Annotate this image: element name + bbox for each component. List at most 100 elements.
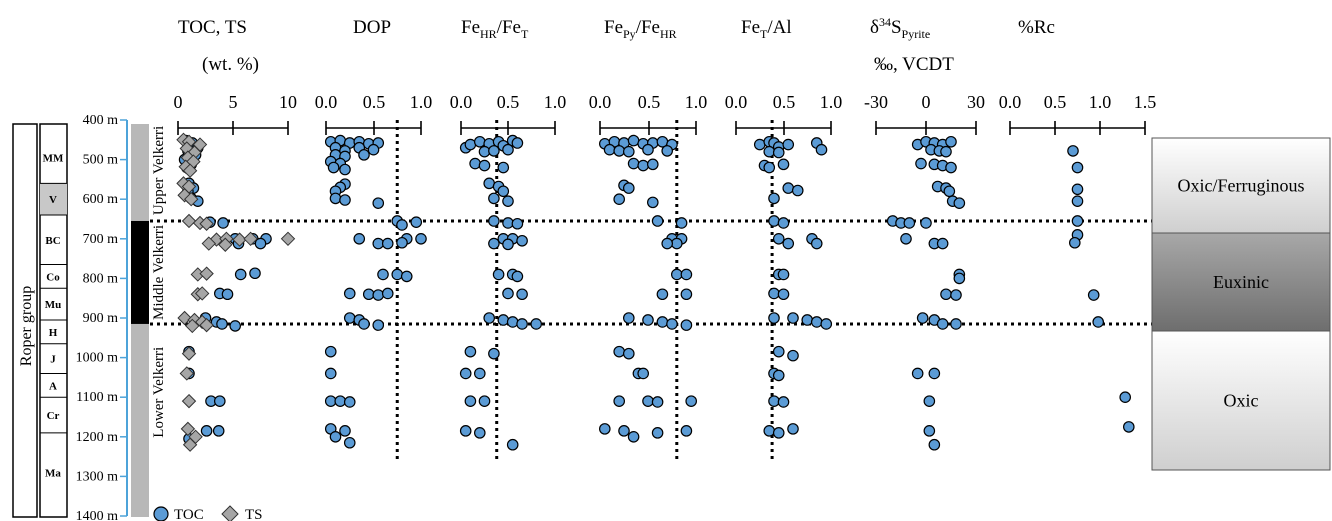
tick-label: 0.5 bbox=[1044, 92, 1067, 112]
data-point bbox=[787, 423, 799, 435]
data-point bbox=[675, 217, 688, 229]
ts-point bbox=[181, 213, 197, 229]
data-point bbox=[772, 369, 785, 382]
depth-axis: 400 m 500 m 600 m 700 m 800 m 900 m 1000 m 1100… bbox=[76, 113, 128, 521]
data-point bbox=[680, 288, 693, 301]
ts-point bbox=[181, 393, 197, 409]
depth-label: 400 m bbox=[83, 113, 119, 128]
column-title-6: %Rc bbox=[1018, 17, 1055, 38]
data-point bbox=[928, 367, 941, 380]
data-point bbox=[772, 427, 785, 439]
data-point bbox=[339, 163, 351, 176]
data-point bbox=[613, 395, 625, 407]
data-point bbox=[372, 237, 385, 250]
column-subtitle-0: (wt. %) bbox=[202, 54, 259, 75]
data-point bbox=[488, 237, 500, 250]
data-point bbox=[598, 423, 611, 435]
data-point bbox=[923, 395, 936, 407]
data-point bbox=[911, 367, 924, 380]
ts-point bbox=[185, 318, 200, 334]
column-title-4: FeT/Al bbox=[741, 17, 792, 41]
ts-point bbox=[179, 366, 195, 381]
data-point bbox=[343, 396, 356, 408]
data-point bbox=[768, 395, 780, 407]
tick-label: 1.0 bbox=[410, 92, 433, 112]
toc-point bbox=[214, 395, 226, 407]
group-box bbox=[12, 123, 38, 518]
data-point bbox=[666, 318, 678, 330]
legend-toc-marker bbox=[153, 506, 169, 521]
data-point bbox=[339, 425, 351, 437]
toc-point bbox=[216, 318, 228, 330]
legend: TOC TS bbox=[153, 505, 263, 521]
data-point bbox=[651, 215, 664, 227]
data-point bbox=[497, 185, 510, 198]
ts-point bbox=[177, 310, 192, 326]
tick-label: 0.5 bbox=[638, 92, 661, 112]
unit-label: Upper Velkerri bbox=[151, 126, 167, 215]
data-point bbox=[603, 143, 616, 156]
data-point bbox=[627, 430, 640, 443]
data-point bbox=[473, 427, 486, 439]
tick-label: 0.0 bbox=[315, 92, 338, 112]
unit-label: Lower Velkerri bbox=[151, 347, 167, 438]
data-point bbox=[1071, 161, 1084, 174]
data-point bbox=[613, 145, 625, 157]
data-point bbox=[502, 217, 514, 229]
data-point bbox=[627, 134, 640, 147]
formation-label: BC bbox=[45, 235, 60, 247]
depth-label: 600 m bbox=[83, 192, 119, 207]
data-point bbox=[810, 316, 823, 328]
toc-point bbox=[200, 425, 213, 437]
tick-label: 0.0 bbox=[999, 92, 1022, 112]
ts-point bbox=[201, 236, 217, 251]
data-point bbox=[1071, 215, 1084, 227]
data-point bbox=[768, 312, 780, 324]
data-point bbox=[1119, 391, 1131, 403]
data-point bbox=[928, 438, 941, 451]
tick-label: 5 bbox=[229, 92, 238, 112]
column-title-3: FePy/FeHR bbox=[604, 17, 677, 41]
tick-label: 1.0 bbox=[544, 92, 567, 112]
ts-point bbox=[199, 216, 214, 231]
data-point bbox=[642, 395, 654, 407]
data-point bbox=[459, 425, 472, 437]
data-point bbox=[772, 146, 785, 159]
formation-fill bbox=[40, 183, 67, 216]
data-point bbox=[506, 316, 519, 328]
data-point bbox=[516, 288, 528, 301]
data-point bbox=[763, 145, 776, 158]
data-point bbox=[488, 215, 500, 227]
data-point bbox=[642, 143, 654, 156]
data-point bbox=[343, 287, 356, 300]
data-point bbox=[410, 216, 423, 228]
legend-toc-label: TOC bbox=[174, 507, 204, 521]
legend-ts-label: TS bbox=[245, 507, 263, 521]
data-point bbox=[478, 145, 491, 158]
data-point bbox=[618, 425, 630, 437]
data-point bbox=[497, 161, 510, 174]
tick-label: -30 bbox=[864, 92, 888, 112]
data-point bbox=[530, 318, 542, 330]
data-point bbox=[516, 234, 528, 247]
redox-panels: Oxic/Ferruginous Euxinic Oxic bbox=[1151, 137, 1331, 471]
redox-panel-1 bbox=[1151, 232, 1331, 332]
data-point bbox=[478, 395, 491, 407]
data-point bbox=[637, 159, 649, 172]
data-point bbox=[478, 159, 491, 172]
tick-label: 0 bbox=[174, 92, 183, 112]
depth-label: 1400 m bbox=[76, 509, 119, 521]
data-point bbox=[497, 314, 510, 326]
data-point bbox=[324, 395, 337, 407]
data-point bbox=[473, 367, 486, 380]
data-point bbox=[656, 316, 669, 328]
data-point bbox=[953, 272, 966, 285]
formation-label: Mu bbox=[45, 299, 62, 311]
data-point bbox=[772, 345, 785, 358]
data-point bbox=[391, 268, 404, 281]
data-point bbox=[940, 145, 952, 158]
data-point bbox=[511, 137, 524, 149]
data-point bbox=[945, 135, 957, 148]
redox-panel-2 bbox=[1151, 330, 1331, 471]
redox-panel-label: Oxic/Ferruginous bbox=[1178, 176, 1305, 196]
